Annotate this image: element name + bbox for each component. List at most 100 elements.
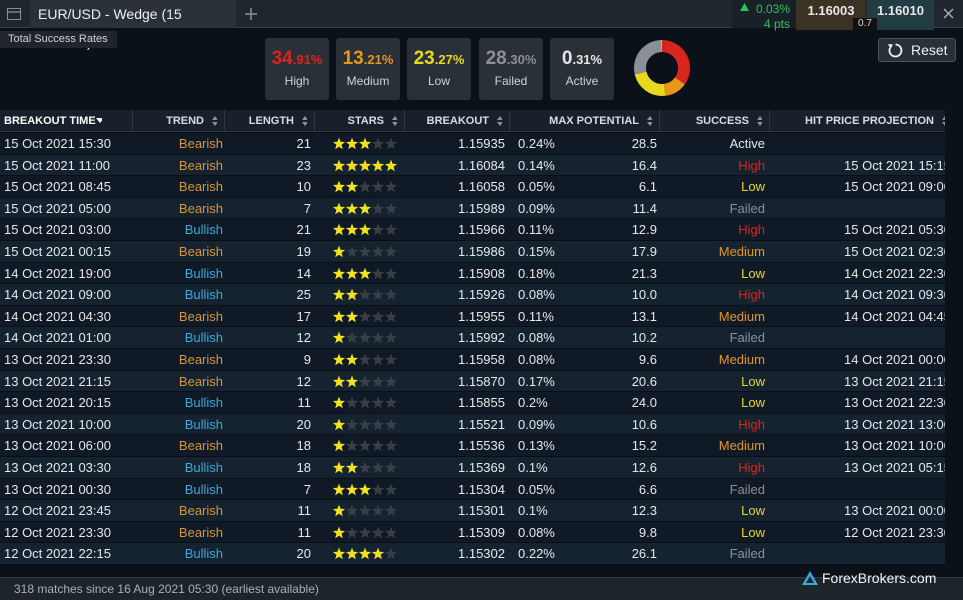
star xyxy=(384,202,398,214)
max-potential: 26.1 xyxy=(631,546,657,562)
reset-button[interactable]: Reset xyxy=(878,38,956,62)
breakout-time: 15 Oct 2021 15:30 xyxy=(4,136,111,151)
breakout-time: 13 Oct 2021 00:30 xyxy=(4,481,111,497)
star xyxy=(358,353,372,366)
table-row[interactable]: 13 Oct 2021 20:15 Bullish 11 1.15855 0.2% 24.… xyxy=(0,392,945,414)
max-change: 0.15% xyxy=(518,244,555,259)
sort-icon xyxy=(497,116,502,126)
table-row[interactable]: 13 Oct 2021 10:00 Bullish 20 1.15521 0.09% 10… xyxy=(0,413,945,436)
breakout-price: 1.15966 xyxy=(458,222,505,238)
star xyxy=(332,439,346,452)
table-row[interactable]: 15 Oct 2021 05:00 Bearish 7 1.15989 0.09% 11.… xyxy=(0,197,945,220)
max-potential: 17.9 xyxy=(631,244,657,259)
success: Medium xyxy=(718,244,765,259)
length: 9 xyxy=(303,352,311,367)
sort-arrow xyxy=(212,116,217,120)
table-row[interactable]: 14 Oct 2021 09:00 Bullish 25 1.15926 0.08% 10… xyxy=(0,284,945,306)
table-row[interactable]: 15 Oct 2021 11:00 Bearish 23 1.16084 0.14% 16… xyxy=(0,154,945,177)
stat-name: Low xyxy=(427,74,450,88)
ask-price[interactable]: 1.16010 xyxy=(867,0,934,30)
table-row[interactable]: 13 Oct 2021 21:15 Bearish 12 1.15870 0.17% 20… xyxy=(0,370,945,393)
donut-chart xyxy=(633,39,691,97)
hit-projection: 15 Oct 2021 15:15 xyxy=(844,157,945,173)
table-row[interactable]: 15 Oct 2021 15:30 Bearish 21 1.15935 0.24% 28… xyxy=(0,133,945,155)
star xyxy=(371,396,385,409)
star xyxy=(332,396,346,409)
max-potential: 10.0 xyxy=(631,287,657,303)
hit-projection: 13 Oct 2021 10:00 xyxy=(844,438,945,454)
table-row[interactable]: 12 Oct 2021 22:15 Bullish 20 1.15302 0.22% 26… xyxy=(0,543,945,565)
table-row[interactable]: 12 Oct 2021 23:30 Bearish 11 1.15309 0.08% 9.… xyxy=(0,521,945,544)
stars xyxy=(332,267,398,279)
stat-box[interactable]: 34.91% High xyxy=(265,38,329,100)
trend: Bearish xyxy=(178,308,223,324)
breakout-time: 14 Oct 2021 01:00 xyxy=(4,330,111,346)
stat-box[interactable]: 0.31% Active xyxy=(550,38,614,100)
stars xyxy=(332,483,398,495)
star xyxy=(332,267,346,279)
star xyxy=(358,245,372,258)
column-header[interactable]: BREAKOUT TIME xyxy=(0,110,133,132)
column-header[interactable]: SUCCESS xyxy=(660,110,770,132)
table-row[interactable]: 13 Oct 2021 06:00 Bearish 18 1.15536 0.13% 15… xyxy=(0,435,945,457)
stars xyxy=(332,526,398,538)
stat-fraction: .27% xyxy=(434,52,465,67)
stars xyxy=(332,223,398,236)
table-row[interactable]: 12 Oct 2021 23:45 Bearish 11 1.15301 0.1% 12.… xyxy=(0,500,945,522)
max-potential: 10.6 xyxy=(631,416,657,432)
trend: Bearish xyxy=(178,244,223,259)
star xyxy=(345,245,359,258)
breakout-price: 1.15908 xyxy=(458,265,505,281)
star xyxy=(345,504,359,517)
star xyxy=(332,310,346,322)
star xyxy=(384,547,398,560)
max-change: 0.17% xyxy=(518,373,555,389)
sort-arrow xyxy=(497,116,502,120)
star xyxy=(332,180,346,193)
menu-icon[interactable] xyxy=(7,8,21,20)
star xyxy=(345,288,359,301)
column-header[interactable]: MAX POTENTIAL xyxy=(510,110,660,132)
breakout-time: 12 Oct 2021 23:30 xyxy=(4,524,111,540)
success: Low xyxy=(741,395,765,411)
change: 0.03% xyxy=(755,2,790,16)
star xyxy=(371,461,385,474)
column-header[interactable]: STARS xyxy=(315,110,405,132)
table-row[interactable]: 15 Oct 2021 08:45 Bearish 10 1.16058 0.05% 6.… xyxy=(0,176,945,198)
table-row[interactable]: 13 Oct 2021 23:30 Bearish 9 1.15958 0.08% 9.6… xyxy=(0,349,945,371)
star xyxy=(371,159,385,171)
table-row[interactable]: 13 Oct 2021 03:30 Bullish 18 1.15369 0.1% 12.… xyxy=(0,457,945,479)
stat-box[interactable]: 23.27% Low xyxy=(407,38,471,100)
column-header[interactable]: HIT PRICE PROJECTION xyxy=(770,110,955,132)
sort-arrow xyxy=(757,116,762,120)
tab[interactable]: EUR/USD - Wedge (15 minutes) xyxy=(30,0,236,50)
stat-box[interactable]: 28.30% Failed xyxy=(479,38,543,100)
column-header[interactable]: LENGTH xyxy=(225,110,315,132)
table-row[interactable]: 14 Oct 2021 19:00 Bullish 14 1.15908 0.18% 21… xyxy=(0,262,945,285)
column-header[interactable]: BREAKOUT xyxy=(405,110,510,132)
add-tab[interactable] xyxy=(244,7,258,21)
star xyxy=(384,137,398,150)
close-button[interactable] xyxy=(934,0,963,28)
sort-arrow xyxy=(302,116,307,120)
star xyxy=(358,267,372,279)
table-row[interactable]: 15 Oct 2021 00:15 Bearish 19 1.15986 0.15% 17… xyxy=(0,241,945,263)
stat-name: High xyxy=(284,74,310,88)
star xyxy=(358,439,372,452)
length: 17 xyxy=(296,308,311,324)
column-header[interactable]: TREND xyxy=(133,110,225,132)
scrollbar[interactable] xyxy=(945,110,963,577)
trend: Bearish xyxy=(178,136,223,151)
table-row[interactable]: 13 Oct 2021 00:30 Bullish 7 1.15304 0.05% 6.6… xyxy=(0,478,945,501)
stat-value: 23.27% xyxy=(407,48,471,70)
table-row[interactable]: 14 Oct 2021 04:30 Bearish 17 1.15955 0.11% 13… xyxy=(0,305,945,328)
table-row[interactable]: 15 Oct 2021 03:00 Bullish 21 1.15966 0.11% 12… xyxy=(0,219,945,241)
sort-arrow xyxy=(392,122,397,126)
table-row[interactable]: 14 Oct 2021 01:00 Bullish 12 1.15992 0.08% 10… xyxy=(0,327,945,349)
length: 23 xyxy=(296,157,311,173)
length: 18 xyxy=(296,460,311,475)
max-potential: 6.6 xyxy=(638,481,657,497)
stat-box[interactable]: 13.21% Medium xyxy=(336,38,400,100)
star xyxy=(384,526,398,538)
max-change: 0.18% xyxy=(518,265,555,281)
